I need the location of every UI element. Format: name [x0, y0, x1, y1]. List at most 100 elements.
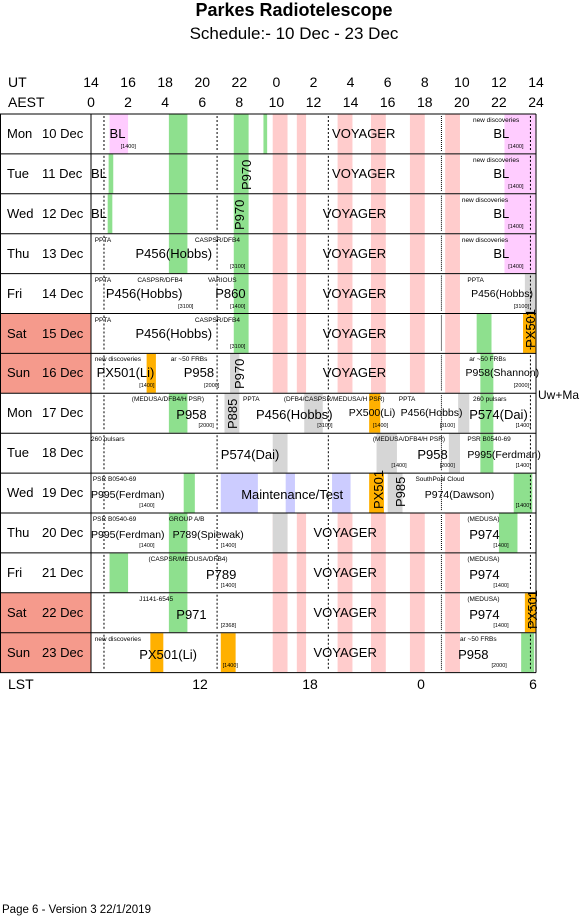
voyager-band: [445, 353, 460, 393]
ut-tick-label: 2: [309, 74, 318, 90]
program-label-voyager: VOYAGER: [313, 604, 377, 620]
day-date: 18 Dec: [42, 445, 84, 461]
day-date: 15 Dec: [42, 325, 84, 341]
voyager-band: [445, 114, 460, 154]
program-label-voyager: VOYAGER: [313, 644, 377, 660]
program-label-p456b: P456(Hobbs): [400, 407, 463, 420]
program-label-p574: P574(Dai): [220, 447, 280, 463]
aest-tick-label: 16: [379, 94, 396, 110]
voyager-band: [370, 154, 386, 194]
program-label-groupab: GROUP A/B: [168, 516, 205, 523]
program-label-frbs: ar ~50 FRBs: [170, 356, 208, 364]
weekend-day-cell: [1, 632, 91, 673]
aest-tick-label: 0: [87, 94, 95, 110]
green-band: [480, 393, 494, 433]
program-block: [272, 513, 288, 553]
voyager-band: [409, 314, 425, 353]
aest-tick-label: 2: [124, 94, 132, 110]
program-label-n1400b: [1400]: [508, 144, 524, 150]
program-label-various: VARIOUS: [207, 276, 237, 284]
voyager-band: [370, 114, 386, 154]
green-band: [168, 513, 188, 553]
program-label-bl2: BL: [493, 245, 510, 261]
green-band: [108, 154, 114, 194]
program-label-pulsars: 260 pulsars: [472, 396, 507, 404]
voyager-band: [445, 314, 460, 353]
green-band: [168, 234, 188, 274]
aest-tick-label: 6: [198, 94, 207, 110]
program-label-j1141: J1141-6545: [139, 595, 174, 603]
program-label-px501: PX501: [523, 308, 539, 348]
ut-tick-label: 12: [491, 74, 507, 90]
program-label-p958: P958: [176, 407, 207, 423]
program-label-p456: P456(Hobbs): [256, 407, 333, 423]
voyager-band: [272, 593, 288, 633]
program-label-n1400: [1400]: [230, 303, 246, 310]
lst-axis-label: LST: [8, 676, 34, 692]
program-block: [387, 473, 403, 513]
green-band: [263, 114, 268, 154]
program-block: [296, 553, 307, 593]
green-band: [107, 194, 113, 234]
program-label-voyager: VOYAGER: [322, 285, 387, 301]
voyager-band: [337, 314, 353, 353]
program-label-n1400b: [1400]: [515, 463, 531, 470]
program-label-voyager: VOYAGER: [313, 564, 377, 580]
voyager-band: [370, 553, 386, 593]
program-label-voyager: VOYAGER: [332, 126, 396, 141]
program-label-p958: P958: [458, 646, 489, 662]
voyager-band: [445, 593, 460, 633]
program-label-n1400: [1400]: [391, 463, 407, 470]
program-label-medusa: (MEDUSA): [467, 516, 500, 523]
program-label-casper: CASPSR/DFB4: [194, 316, 240, 324]
ut-tick-label: 14: [528, 74, 544, 90]
program-block: [369, 473, 384, 513]
voyager-band: [445, 553, 460, 593]
ut-tick-label: 14: [83, 74, 99, 90]
voyager-band: [370, 274, 386, 313]
day-date: 14 Dec: [42, 285, 84, 301]
program-label-voyager: VOYAGER: [332, 165, 396, 181]
program-label-p974: P974: [469, 606, 500, 622]
program-block: [376, 433, 397, 473]
program-label-pulsars: 260 pulsars: [91, 436, 125, 444]
voyager-band: [337, 114, 353, 154]
program-label-maint: Maintenance/Test: [241, 487, 344, 503]
voyager-band: [272, 633, 288, 673]
green-band: [168, 194, 188, 234]
green-band: [168, 553, 188, 593]
voyager-band: [337, 633, 353, 673]
voyager-band: [370, 513, 386, 553]
aest-tick-label: 22: [491, 94, 507, 110]
voyager-band: [272, 553, 288, 593]
day-name: Tue: [7, 445, 29, 461]
day-name: Thu: [7, 525, 30, 540]
voyager-band: [272, 114, 288, 154]
program-label-psr: PSR B0540-69: [467, 436, 511, 444]
day-date: 21 Dec: [42, 564, 84, 580]
aest-tick-label: 4: [161, 94, 170, 110]
voyager-band: [370, 593, 386, 633]
green-band: [233, 194, 249, 234]
program-label-n3100b: [3100]: [439, 423, 455, 430]
aest-axis-label: AEST: [8, 94, 45, 110]
program-label-newdisc: new discoveries: [461, 236, 509, 244]
program-label-n1400c: [1400]: [493, 543, 509, 549]
ut-tick-label: 20: [194, 74, 211, 90]
voyager-band: [272, 353, 288, 393]
day-date: 22 Dec: [42, 604, 84, 620]
voyager-band: [409, 553, 425, 593]
program-block: [332, 473, 351, 513]
voyager-band: [272, 274, 288, 313]
program-label-ppta: PPTA: [94, 316, 112, 324]
day-date: 16 Dec: [42, 365, 84, 381]
program-label-px501: PX501: [370, 470, 386, 510]
program-label-p985: P985: [393, 476, 409, 508]
voyager-band: [445, 513, 460, 553]
program-label-newdisc: new discoveries: [94, 635, 141, 643]
program-block: [369, 393, 381, 433]
voyager-band: [337, 593, 353, 633]
program-block: [109, 114, 129, 154]
voyager-band: [337, 154, 353, 194]
program-label-medusa: (MEDUSA/DFB4/H PSR): [131, 396, 205, 404]
